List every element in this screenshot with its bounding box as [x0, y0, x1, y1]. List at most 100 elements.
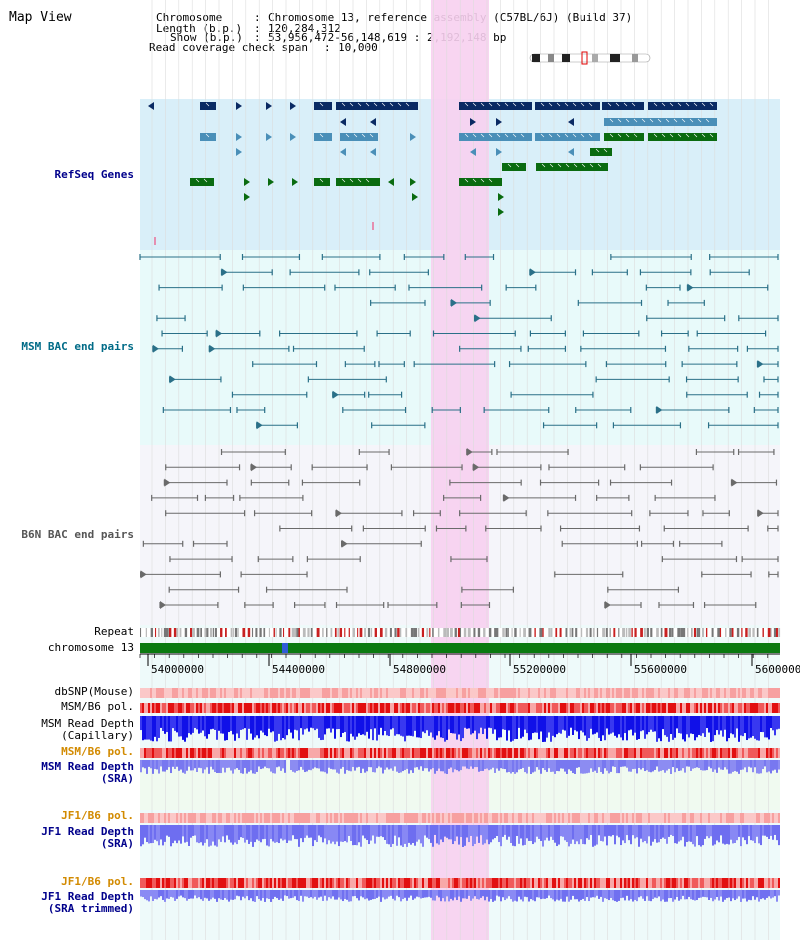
- gene-body[interactable]: [590, 148, 612, 156]
- b6n-bac-track[interactable]: [140, 448, 779, 609]
- b6n-bac-pair-arrow[interactable]: [604, 601, 611, 609]
- gene-arrow[interactable]: [340, 118, 346, 126]
- gene-arrow[interactable]: [266, 133, 272, 141]
- gene-arrow[interactable]: [244, 178, 250, 186]
- msm-bac-pair-arrow[interactable]: [221, 268, 228, 277]
- msm-bac-pair-arrow[interactable]: [656, 406, 663, 414]
- jf1-pol-cell: [404, 813, 406, 823]
- b6n-bac-pair-arrow[interactable]: [164, 478, 171, 487]
- track-label-msm-depth-sra[interactable]: MSM Read Depth: [41, 760, 134, 773]
- gene-arrow[interactable]: [290, 133, 296, 141]
- gene-body[interactable]: [604, 133, 644, 141]
- b6n-bac-pair-arrow[interactable]: [757, 509, 764, 518]
- gene-body[interactable]: [340, 133, 378, 141]
- msm-pol2-cell: [634, 748, 636, 758]
- msm-bac-pair-arrow[interactable]: [216, 329, 223, 338]
- gene-body[interactable]: [459, 178, 502, 186]
- chromosome-bar[interactable]: [140, 643, 780, 653]
- msm-sra-depth-bar: [454, 760, 456, 770]
- b6n-bac-pair-arrow[interactable]: [473, 463, 480, 472]
- jf1-pol2-cell: [342, 878, 344, 888]
- track-label-jf1-b6-pol-1[interactable]: JF1/B6 pol.: [61, 809, 134, 822]
- jf1-pol-cell: [150, 813, 152, 823]
- gene-arrow[interactable]: [496, 118, 502, 126]
- gene-body[interactable]: [200, 102, 216, 110]
- gene-arrow[interactable]: [410, 133, 416, 141]
- gene-arrow[interactable]: [498, 208, 504, 216]
- msm-bac-pair-arrow[interactable]: [256, 421, 263, 430]
- gene-arrow[interactable]: [568, 118, 574, 126]
- gene-arrow[interactable]: [244, 193, 250, 201]
- b6n-bac-pair-arrow[interactable]: [335, 509, 342, 518]
- gene-arrow[interactable]: [370, 118, 376, 126]
- b6n-bac-pair-arrow[interactable]: [251, 463, 258, 472]
- gene-arrow[interactable]: [266, 102, 272, 110]
- msm-bac-pair-arrow[interactable]: [169, 375, 176, 384]
- msm-bac-pair-arrow[interactable]: [474, 314, 481, 323]
- gene-body[interactable]: [604, 118, 717, 126]
- track-label-b6n-bac[interactable]: B6N BAC end pairs: [21, 528, 134, 541]
- gene-body[interactable]: [648, 133, 717, 141]
- track-label-jf1-depth-sra[interactable]: JF1 Read Depth: [41, 825, 134, 838]
- track-label-refseq[interactable]: RefSeq Genes: [54, 168, 134, 181]
- track-label-msm-b6-pol-2[interactable]: MSM/B6 pol.: [61, 745, 134, 758]
- gene-arrow[interactable]: [236, 102, 242, 110]
- gene-arrow[interactable]: [498, 193, 504, 201]
- gene-arrow[interactable]: [148, 102, 154, 110]
- track-label-msm-bac[interactable]: MSM BAC end pairs: [21, 340, 134, 353]
- gene-arrow[interactable]: [290, 102, 296, 110]
- gene-arrow[interactable]: [292, 178, 298, 186]
- gene-arrow[interactable]: [370, 148, 376, 156]
- gene-arrow[interactable]: [340, 148, 346, 156]
- gene-body[interactable]: [459, 133, 532, 141]
- gene-body[interactable]: [502, 163, 526, 171]
- gene-arrow[interactable]: [388, 178, 394, 186]
- msm-sra-depth-bar: [258, 760, 260, 767]
- refseq-gene-track[interactable]: [148, 102, 717, 245]
- gene-body[interactable]: [535, 133, 600, 141]
- gene-body[interactable]: [602, 102, 644, 110]
- gene-arrow[interactable]: [568, 148, 574, 156]
- b6n-bac-pair-arrow[interactable]: [731, 478, 738, 487]
- gene-body[interactable]: [314, 178, 330, 186]
- msm-bac-pair-arrow[interactable]: [332, 390, 339, 399]
- gene-arrow[interactable]: [412, 193, 418, 201]
- gene-body[interactable]: [190, 178, 214, 186]
- track-label-jf1-depth-trimmed[interactable]: JF1 Read Depth: [41, 890, 134, 903]
- track-label-dbsnp[interactable]: dbSNP(Mouse): [54, 685, 134, 698]
- depth-tracks[interactable]: [140, 716, 780, 902]
- gene-arrow[interactable]: [410, 178, 416, 186]
- heat-tracks[interactable]: [140, 688, 780, 888]
- gene-body[interactable]: [200, 133, 216, 141]
- gene-body[interactable]: [336, 178, 380, 186]
- msm-bac-pair-arrow[interactable]: [757, 360, 764, 369]
- gene-body[interactable]: [459, 102, 532, 110]
- repeat-track[interactable]: [140, 628, 781, 637]
- gene-body[interactable]: [648, 102, 717, 110]
- b6n-bac-pair-arrow[interactable]: [140, 570, 147, 579]
- msm-bac-pair-arrow[interactable]: [451, 298, 458, 307]
- gene-body[interactable]: [535, 102, 600, 110]
- gene-strand-mark: [389, 102, 394, 107]
- msm-bac-pair-arrow[interactable]: [209, 344, 216, 353]
- gene-arrow[interactable]: [470, 148, 476, 156]
- msm-bac-pair-arrow[interactable]: [687, 283, 694, 292]
- msm-bac-pair-arrow[interactable]: [529, 268, 536, 277]
- msm-bac-pair-arrow[interactable]: [152, 344, 159, 353]
- track-label-jf1-b6-pol-2[interactable]: JF1/B6 pol.: [61, 875, 134, 888]
- gene-arrow[interactable]: [496, 148, 502, 156]
- b6n-bac-pair-arrow[interactable]: [341, 539, 348, 548]
- msm-bac-track[interactable]: [139, 254, 779, 430]
- gene-arrow[interactable]: [268, 178, 274, 186]
- gene-arrow[interactable]: [236, 133, 242, 141]
- b6n-bac-pair-arrow[interactable]: [466, 448, 473, 456]
- track-label-msm-b6-pol-1[interactable]: MSM/B6 pol.: [61, 700, 134, 713]
- b6n-bac-pair-arrow[interactable]: [503, 493, 510, 502]
- gene-body[interactable]: [536, 163, 608, 171]
- track-label-msm-depth-capillary[interactable]: MSM Read Depth: [41, 717, 134, 730]
- gene-arrow[interactable]: [470, 118, 476, 126]
- chromosome-ideogram[interactable]: [529, 51, 651, 65]
- b6n-bac-pair-arrow[interactable]: [160, 601, 167, 609]
- gene-arrow[interactable]: [236, 148, 242, 156]
